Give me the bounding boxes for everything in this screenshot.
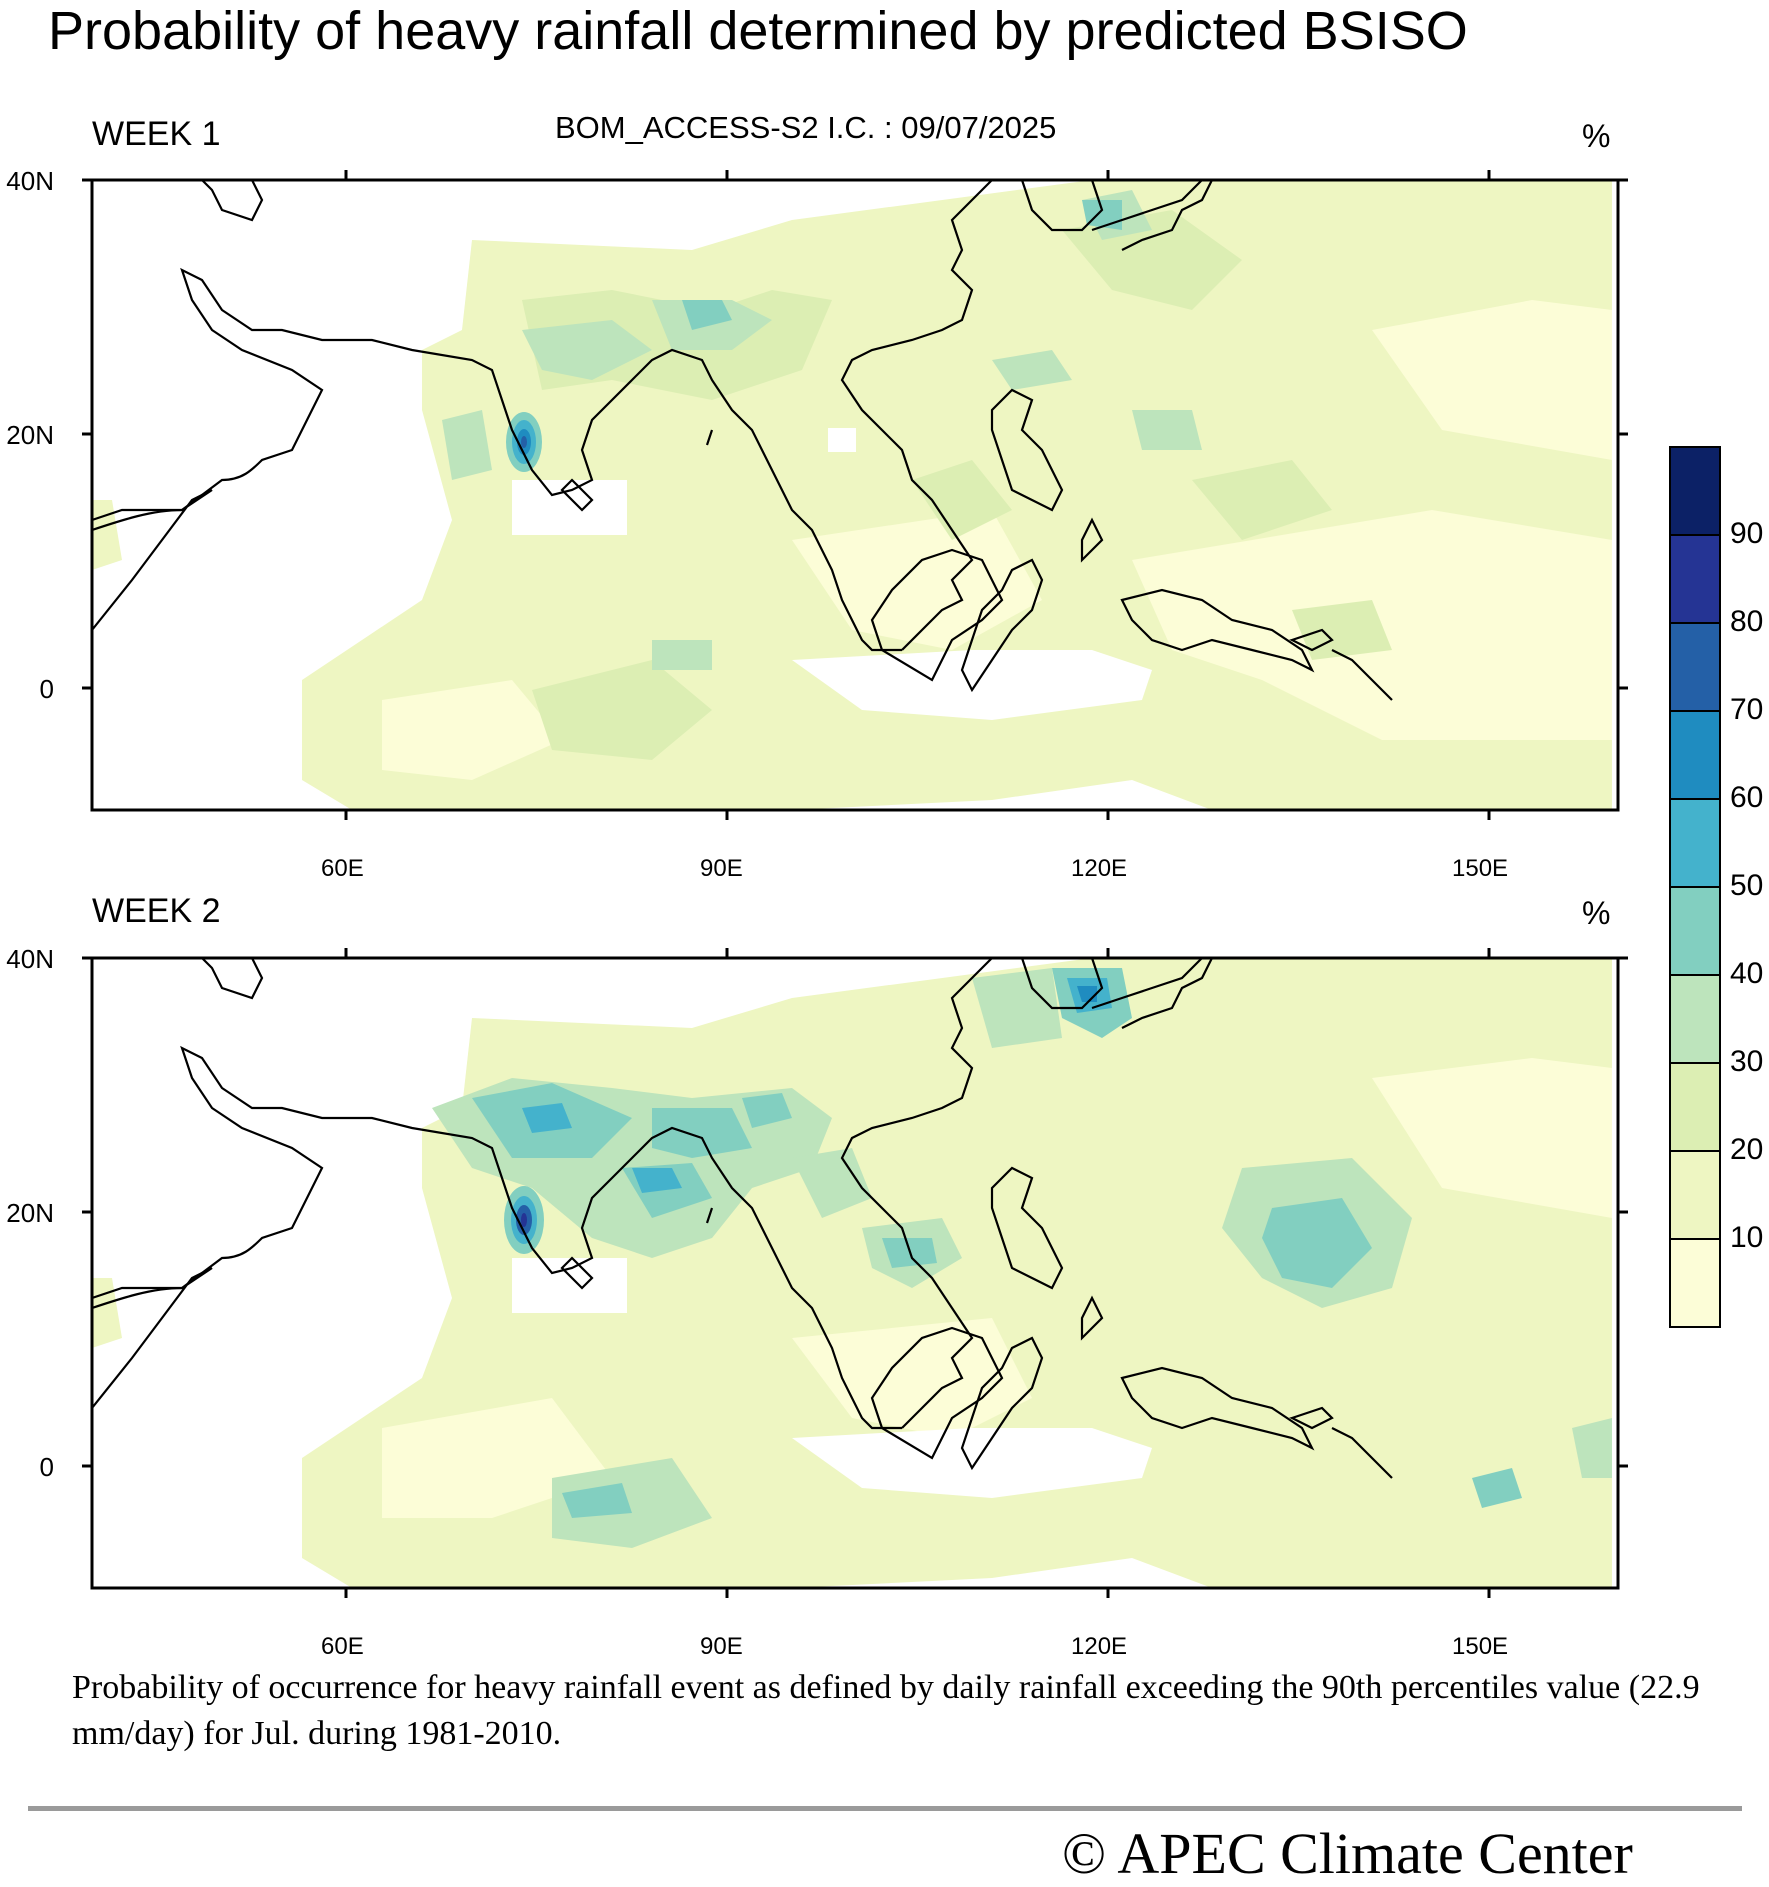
colorbar — [1669, 446, 1721, 1328]
figure-title: Probability of heavy rainfall determined… — [48, 1, 1468, 61]
colorbar-tick-label: 20 — [1730, 1133, 1764, 1166]
lon-tick-120e: 120E — [1071, 1633, 1128, 1660]
panel-week2-label: WEEK 2 — [92, 892, 221, 930]
lon-tick-90e: 90E — [700, 855, 743, 882]
colorbar-swatch — [1669, 798, 1721, 888]
panel-week1-unit: % — [1582, 118, 1611, 154]
colorbar-swatch — [1669, 1150, 1721, 1240]
lat-tick-0: 0 — [39, 1452, 54, 1482]
colorbar-tick-label: 30 — [1730, 1045, 1764, 1078]
copyright: © APEC Climate Center — [1062, 1821, 1633, 1886]
lon-tick-120e: 120E — [1071, 855, 1128, 882]
rainfall-probability-field — [92, 180, 1612, 810]
coastline — [91, 179, 1393, 701]
panel-week1-label: WEEK 1 — [92, 115, 221, 153]
lon-tick-150e: 150E — [1452, 1633, 1509, 1660]
colorbar-swatch — [1669, 1238, 1721, 1328]
colorbar-swatch — [1669, 534, 1721, 624]
lat-tick-20n: 20N — [6, 1198, 54, 1228]
map-panel-week1 — [82, 170, 1628, 820]
colorbar-tick-label: 90 — [1730, 517, 1764, 550]
tick-marks — [82, 170, 1628, 820]
map-panel-week2 — [82, 948, 1628, 1598]
colorbar-tick-label: 50 — [1730, 869, 1764, 902]
lon-tick-150e: 150E — [1452, 855, 1509, 882]
colorbar-tick-label: 40 — [1730, 957, 1764, 990]
lat-tick-40n: 40N — [6, 944, 54, 974]
tick-marks — [82, 948, 1628, 1598]
lat-tick-20n: 20N — [6, 420, 54, 450]
colorbar-tick-label: 10 — [1730, 1221, 1764, 1254]
lat-tick-40n: 40N — [6, 166, 54, 196]
divider — [28, 1806, 1742, 1811]
colorbar-swatch — [1669, 710, 1721, 800]
lon-tick-90e: 90E — [700, 1633, 743, 1660]
colorbar-tick-label: 70 — [1730, 693, 1764, 726]
colorbar-swatch — [1669, 446, 1721, 536]
colorbar-swatch — [1669, 886, 1721, 976]
lat-tick-0: 0 — [39, 674, 54, 704]
model-info: BOM_ACCESS-S2 I.C. : 09/07/2025 — [555, 110, 1057, 145]
colorbar-swatch — [1669, 1062, 1721, 1152]
lon-tick-60e: 60E — [321, 1633, 364, 1660]
colorbar-swatch — [1669, 622, 1721, 712]
panel-week2-unit: % — [1582, 895, 1611, 931]
rainfall-probability-field — [92, 958, 1612, 1588]
colorbar-swatch — [1669, 974, 1721, 1064]
colorbar-tick-label: 60 — [1730, 781, 1764, 814]
lon-tick-60e: 60E — [321, 855, 364, 882]
coastline — [91, 957, 1393, 1479]
colorbar-tick-label: 80 — [1730, 605, 1764, 638]
figure-caption: Probability of occurrence for heavy rain… — [72, 1669, 1700, 1752]
